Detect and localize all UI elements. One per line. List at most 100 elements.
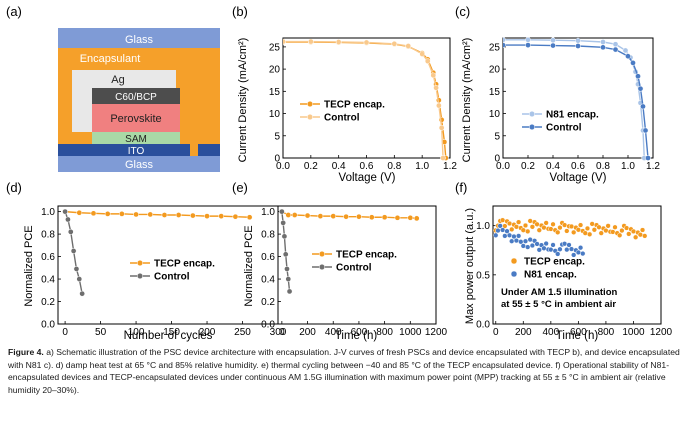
data-point-f-0: [529, 224, 536, 230]
data-point-b-1: [419, 51, 426, 57]
y-tick-label-c: 20: [489, 65, 501, 76]
plot-frame-e: [277, 205, 437, 325]
data-point-f-1: [575, 249, 582, 256]
legend-marker-e-1: [318, 263, 326, 271]
data-point-f-0: [550, 221, 556, 227]
y-tick-label-f: 1.0: [476, 221, 490, 232]
legend-marker-d-1: [136, 272, 144, 280]
x-tick-label-c: 0.4: [546, 161, 560, 172]
data-point-f-0: [543, 220, 549, 226]
panel-label-f: (f): [455, 180, 467, 195]
data-point-f-0: [591, 227, 598, 233]
data-point-e-0: [304, 212, 311, 219]
legend-label-c-0: N81 encap.: [546, 110, 599, 121]
data-point-f-0: [522, 222, 529, 229]
legend-label-e-1: Control: [336, 263, 372, 274]
x-tick-label-b: 1.2: [443, 161, 457, 172]
data-point-f-1: [543, 240, 549, 247]
data-point-f-0: [513, 224, 520, 230]
encapsulant-side-left: [58, 132, 92, 144]
y-tick-label-e: 0.0: [261, 320, 275, 331]
figure-caption: Figure 4. a) Schematic illustration of t…: [8, 346, 692, 396]
data-point-c-1: [635, 73, 641, 80]
glass-top-layer: [58, 28, 220, 48]
data-point-e-0: [413, 215, 420, 222]
data-point-c-0: [575, 37, 581, 44]
y-axis-label-b: Current Density (mA/cm²): [237, 38, 249, 163]
data-point-f-1: [525, 244, 531, 250]
data-point-d-1: [79, 290, 85, 297]
ag-label: Ag: [111, 74, 124, 86]
x-axis-label-b: Voltage (V): [339, 172, 396, 184]
plot-area-b: [283, 38, 449, 161]
data-point-f-0: [525, 228, 531, 235]
x-axis-label-e: Time (h): [335, 330, 378, 342]
legend-label-b-0: TECP encap.: [324, 100, 385, 111]
data-point-e-0: [394, 214, 401, 221]
legend-marker-b-1: [306, 113, 314, 121]
y-tick-label-e: 0.4: [261, 275, 275, 286]
x-tick-label-c: 0.6: [571, 161, 585, 172]
legend-marker-f-1: [510, 270, 518, 278]
y-tick-label-e: 0.2: [261, 297, 275, 308]
data-point-f-0: [582, 230, 588, 236]
chart-f: 0 200 400 600 800 1000 1200 0.0 0.5 1.0 Time (h) Ma…: [464, 205, 673, 342]
c60-bcp-label: C60/BCP: [115, 92, 157, 103]
data-point-f-1: [506, 232, 513, 238]
data-point-d-0: [218, 213, 225, 219]
y-axis-label-e: Normalized PCE: [243, 225, 255, 306]
y-tick-label-b: 10: [269, 109, 281, 120]
data-point-d-0: [133, 211, 139, 218]
x-tick-label-d: 150: [163, 327, 180, 338]
y-tick-label-b: 15: [269, 87, 281, 98]
data-point-c-1: [600, 44, 606, 51]
x-tick-label-b: 0.8: [387, 161, 401, 172]
data-point-d-1: [65, 216, 71, 223]
legend-label-f-1: N81 encap.: [524, 270, 577, 281]
glass-bottom-label: Glass: [125, 159, 154, 171]
y-tick-label-b: 20: [269, 65, 281, 76]
data-point-f-1: [557, 246, 563, 252]
panel-a: (a) Glass Encapsulant Ag C60/BCP Perovsk…: [6, 4, 220, 172]
data-point-f-0: [589, 221, 595, 227]
data-point-f-1: [515, 233, 522, 239]
x-tick-label-b: 0.4: [332, 161, 346, 172]
y-axis-label-c: Current Density (mA/cm²): [461, 38, 473, 163]
data-point-f-1: [502, 233, 508, 239]
ito-layer: [58, 144, 220, 156]
data-point-f-0: [637, 232, 643, 238]
data-point-f-1: [513, 237, 520, 244]
data-point-c-1: [612, 46, 619, 53]
data-point-b-1: [440, 155, 446, 161]
ito-label: ITO: [128, 146, 145, 157]
data-point-b-1: [430, 72, 437, 79]
data-point-d-1: [70, 248, 77, 254]
x-tick-label-e: 1000: [399, 327, 422, 338]
y-tick-label-b: 5: [274, 131, 280, 142]
data-point-f-1: [499, 227, 506, 233]
data-point-c-1: [630, 60, 636, 66]
data-point-f-1: [541, 245, 547, 251]
data-point-b-1: [424, 58, 431, 64]
data-point-e-1: [280, 220, 286, 226]
data-point-f-1: [509, 238, 515, 244]
x-tick-label-e: 200: [299, 327, 316, 338]
panel-label-b: (b): [232, 4, 248, 19]
data-point-f-1: [527, 236, 533, 243]
x-tick-label-c: 0.8: [596, 161, 610, 172]
data-point-d-0: [104, 211, 111, 217]
data-point-e-1: [282, 251, 289, 258]
x-tick-label-c: 0.2: [521, 161, 535, 172]
annotation-line-f-0: Under AM 1.5 illumination: [501, 287, 617, 298]
data-point-b-1: [405, 43, 412, 49]
panel-label-e: (e): [232, 180, 248, 195]
data-point-d-0: [76, 209, 83, 216]
x-tick-label-c: 1.0: [621, 161, 635, 172]
data-point-e-0: [343, 213, 349, 220]
ito-scribe: [190, 144, 198, 156]
data-point-d-0: [175, 212, 182, 218]
data-point-e-0: [368, 214, 375, 221]
x-tick-label-e: 1200: [425, 327, 448, 338]
data-point-f-1: [550, 242, 556, 248]
data-point-c-1: [525, 42, 531, 48]
